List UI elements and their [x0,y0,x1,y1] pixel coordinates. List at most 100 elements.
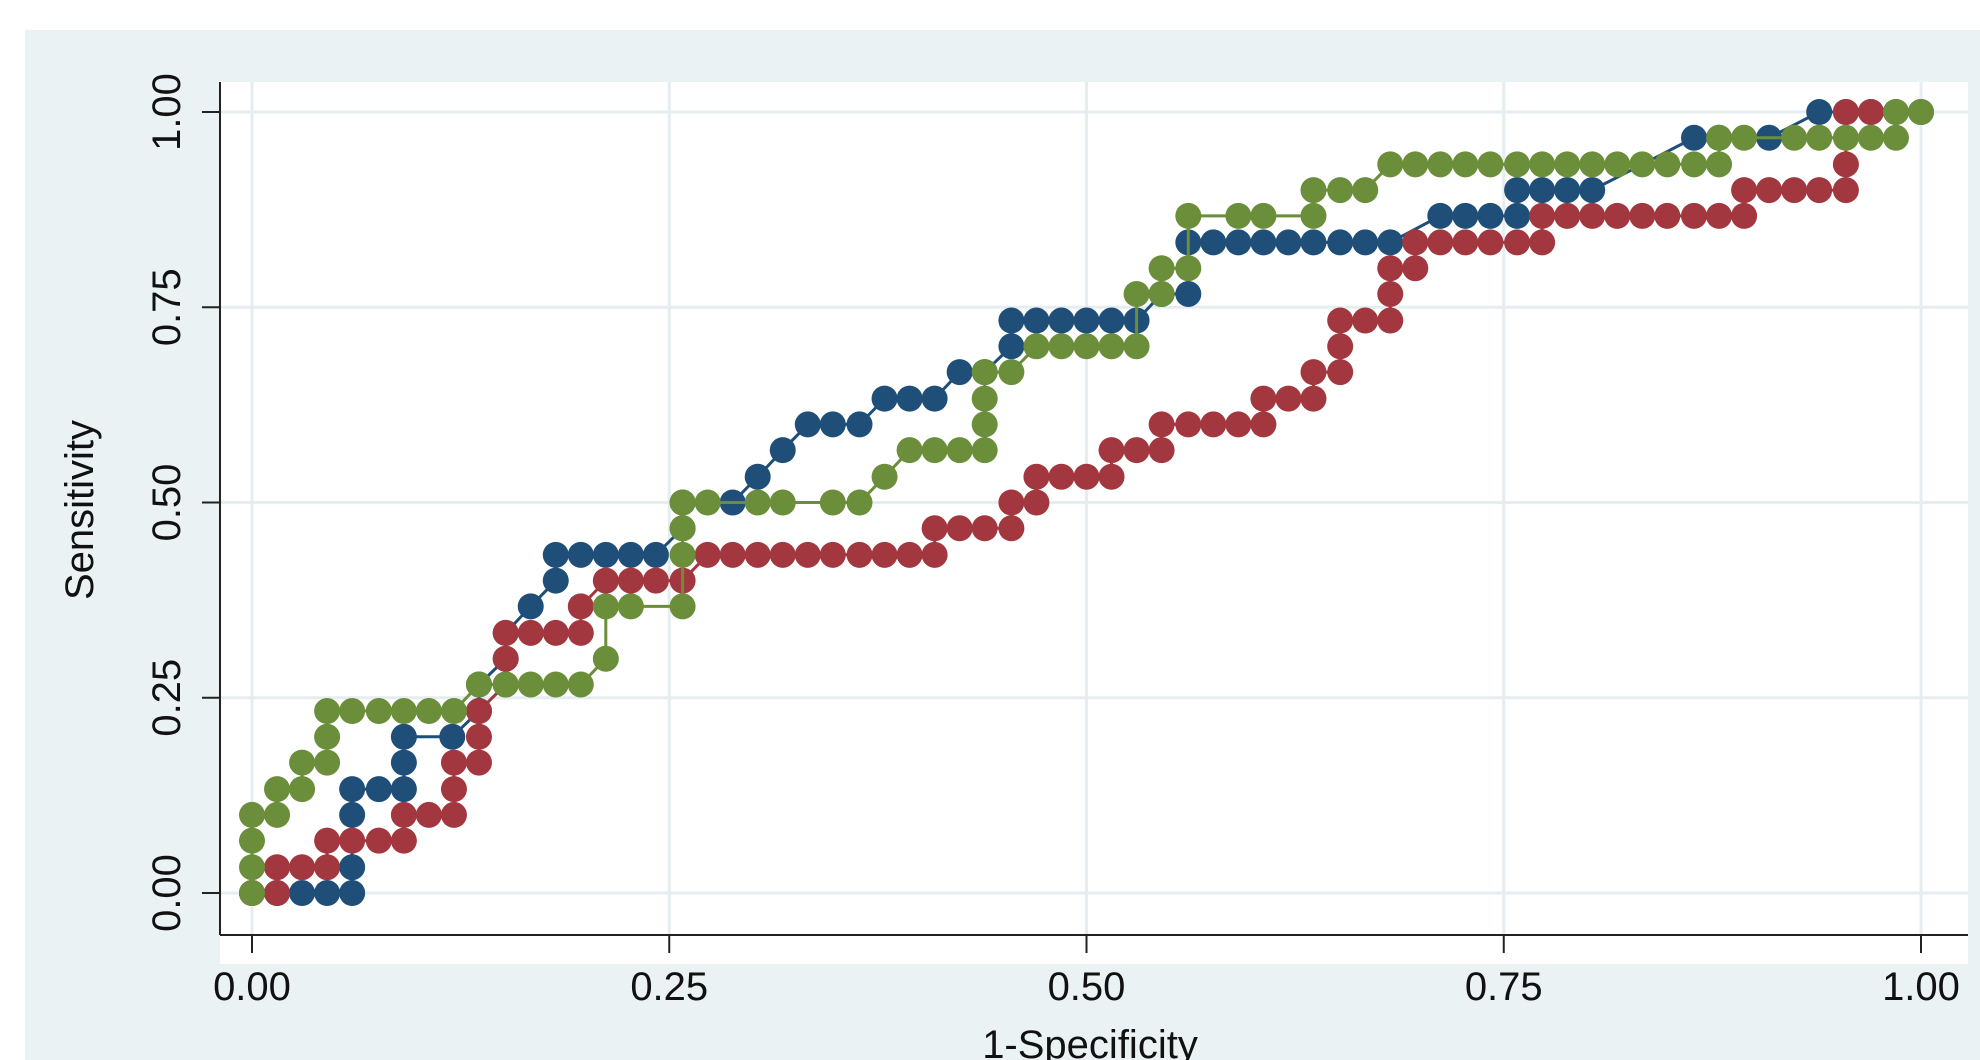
data-point [769,437,796,464]
data-point [1023,463,1050,490]
series-2 [239,99,1884,906]
x-axis-title: 1-Specificity [982,1023,1198,1060]
data-point [567,541,594,568]
series-layer [239,99,1934,906]
data-point [314,698,341,725]
data-point [542,541,569,568]
data-point [365,776,392,803]
data-point [1908,99,1934,125]
data-point [492,619,519,646]
data-point [1477,202,1504,229]
data-point [1579,177,1606,204]
data-point [592,567,619,594]
data-point [1148,437,1175,464]
data-point [264,776,291,803]
data-point [1300,177,1327,204]
data-point [719,541,746,568]
data-point [921,437,948,464]
data-point [1250,229,1277,256]
data-point [517,671,544,698]
data-point [517,619,544,646]
data-point [846,411,873,438]
data-point [1731,202,1758,229]
data-point [921,541,948,568]
data-point [1098,333,1125,360]
data-point [390,827,417,854]
data-point [1377,307,1404,334]
data-point [1175,202,1202,229]
data-point [1300,385,1327,412]
data-point [744,463,771,490]
data-point [617,567,644,594]
data-point [1073,463,1100,490]
data-point [339,880,366,906]
data-point [998,489,1025,516]
data-point [390,723,417,750]
data-point [921,385,948,412]
data-point [440,698,467,725]
data-point [1427,229,1454,256]
data-point [1654,151,1681,178]
data-point [1731,124,1758,151]
data-point [1402,229,1429,256]
data-point [642,541,669,568]
data-point [592,593,619,620]
data-point [542,567,569,594]
data-point [1604,151,1631,178]
data-point [440,776,467,803]
data-point [896,541,923,568]
data-point [694,541,721,568]
data-point [669,489,696,516]
data-point [465,698,492,725]
data-point [1806,99,1833,125]
data-point [642,567,669,594]
data-point [1327,307,1354,334]
data-point [1073,333,1100,360]
data-point [390,801,417,828]
y-tick-label: 0.00 [145,854,189,932]
data-point [1681,151,1708,178]
axes [202,82,1968,953]
data-point [440,749,467,776]
data-point [1200,229,1227,256]
data-point [1654,202,1681,229]
data-point [846,541,873,568]
data-point [998,359,1025,386]
data-point [617,593,644,620]
data-point [1377,280,1404,307]
data-point [669,593,696,620]
data-point [1554,151,1581,178]
data-point [1681,124,1708,151]
chart-panel: 0.00 0.25 0.50 0.75 1.00 0.00 0.25 0.50 0.75 1.00… [25,30,1980,1060]
data-point [1352,177,1379,204]
data-point [542,671,569,698]
data-point [314,749,341,776]
x-tick-label: 1.00 [1882,965,1960,1009]
data-point [1175,280,1202,307]
data-point [567,671,594,698]
data-point [1250,385,1277,412]
data-point [239,827,265,854]
data-point [314,854,341,881]
data-point [794,541,821,568]
data-point [1148,411,1175,438]
data-point [289,854,316,881]
data-point [1225,229,1252,256]
data-point [289,776,316,803]
data-point [339,776,366,803]
data-point [239,854,265,881]
data-point [1327,177,1354,204]
data-point [1529,229,1556,256]
data-point [1123,437,1150,464]
data-point [744,541,771,568]
data-point [998,333,1025,360]
data-point [1781,124,1808,151]
data-point [669,515,696,542]
data-point [314,827,341,854]
data-point [365,827,392,854]
data-point [1504,229,1531,256]
data-point [819,411,846,438]
y-tick-label: 1.00 [145,73,189,151]
data-point [1073,307,1100,334]
data-point [1579,202,1606,229]
